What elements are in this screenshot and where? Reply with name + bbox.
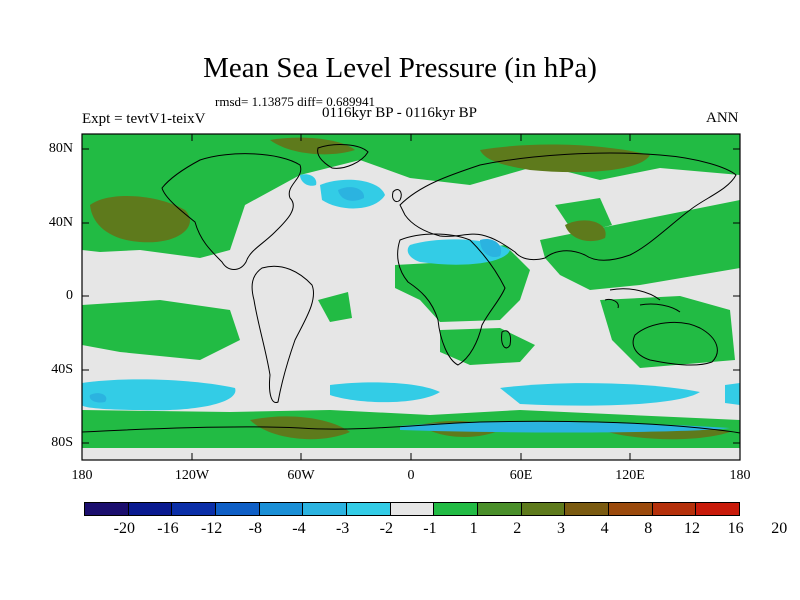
colorbar-box bbox=[302, 502, 348, 516]
colorbar-box bbox=[389, 502, 435, 516]
coast-europe-asia bbox=[399, 152, 737, 261]
colorbar-label: -1 bbox=[423, 520, 437, 537]
colorbar-box bbox=[520, 502, 566, 516]
coast-islands-se-asia bbox=[604, 288, 681, 313]
coast-south-america bbox=[251, 265, 314, 404]
lat-label: 40N bbox=[48, 215, 73, 230]
strong-positive-regions bbox=[90, 137, 730, 440]
colorbar-box bbox=[433, 502, 479, 516]
colorbar-label: 4 bbox=[600, 520, 609, 537]
lon-label: 120W bbox=[174, 468, 210, 483]
colorbar-label: 16 bbox=[727, 520, 744, 537]
coast-uk bbox=[392, 189, 402, 203]
lat-label: 80N bbox=[48, 141, 73, 156]
lon-label: 60W bbox=[287, 468, 315, 483]
lon-label: 180 bbox=[729, 468, 751, 483]
coast-north-america bbox=[161, 153, 302, 270]
colorbar-box bbox=[215, 502, 260, 516]
axis-ticks bbox=[81, 134, 741, 460]
coast-greenland bbox=[317, 144, 369, 169]
colorbar-label: 20 bbox=[771, 520, 788, 537]
colorbar-label: 3 bbox=[556, 520, 565, 537]
lon-label: 120E bbox=[615, 468, 645, 483]
colorbar-label: -8 bbox=[248, 520, 262, 537]
lon-label: 180 bbox=[71, 468, 93, 483]
lat-label: 80S bbox=[51, 435, 73, 450]
colorbar-label: 12 bbox=[683, 520, 700, 537]
colorbar-box bbox=[127, 502, 173, 516]
lon-label: 60E bbox=[509, 468, 533, 483]
colorbar-label: 1 bbox=[469, 520, 478, 537]
colorbar-box bbox=[477, 502, 522, 516]
plot-title: Mean Sea Level Pressure (in hPa) bbox=[203, 52, 597, 84]
colorbar bbox=[84, 502, 741, 516]
colorbar-label: 2 bbox=[513, 520, 522, 537]
colorbar-box bbox=[258, 502, 304, 516]
colorbar-box bbox=[171, 502, 217, 516]
colorbar-box bbox=[695, 502, 741, 516]
season-label: ANN bbox=[706, 110, 739, 126]
colorbar-box bbox=[84, 502, 129, 516]
coast-antarctica bbox=[81, 420, 741, 434]
colorbar-box bbox=[564, 502, 610, 516]
period-label: 0116kyr BP - 0116kyr BP bbox=[322, 105, 478, 121]
colorbar-box bbox=[608, 502, 653, 516]
stats-text: rmsd= 1.13875 diff= 0.689941 bbox=[215, 94, 375, 109]
lon-label: 0 bbox=[407, 468, 415, 483]
colorbar-label: -2 bbox=[379, 520, 393, 537]
colorbar-label: -20 bbox=[113, 520, 135, 537]
coastlines bbox=[81, 144, 741, 434]
experiment-label: Expt = tevtV1-teixV bbox=[82, 111, 206, 127]
colorbar-label: -12 bbox=[200, 520, 223, 537]
lat-label: 0 bbox=[66, 288, 73, 303]
colorbar-label: -16 bbox=[157, 520, 179, 537]
coast-africa bbox=[397, 233, 506, 366]
coast-australia bbox=[632, 321, 718, 366]
colorbar-box bbox=[346, 502, 391, 516]
colorbar-label: -3 bbox=[335, 520, 350, 537]
colorbar-label: -4 bbox=[292, 520, 306, 537]
colorbar-label: 8 bbox=[644, 520, 653, 537]
coast-madagascar bbox=[501, 330, 511, 349]
lat-label: 40S bbox=[51, 362, 73, 377]
colorbar-box bbox=[651, 502, 697, 516]
